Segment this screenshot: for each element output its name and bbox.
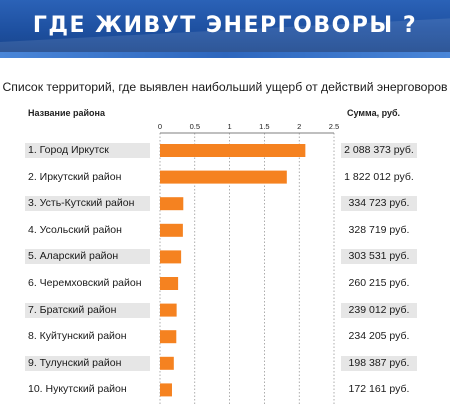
bar [160, 223, 183, 237]
damage-sum: 260 215 руб. [348, 277, 410, 289]
region-label: 4. Усольский район [28, 223, 122, 236]
damage-sum: 334 723 руб. [341, 196, 417, 212]
region-label: 2. Иркутский район [28, 170, 122, 183]
damage-sum: 328 719 руб. [348, 223, 410, 236]
x-tick-label: 1.5 [259, 122, 269, 131]
bar [160, 144, 306, 157]
sum-column-header: Сумма, руб. [347, 108, 401, 118]
bar [160, 277, 179, 290]
region-label: 7. Братский район [25, 302, 150, 318]
x-tick-label: 1 [228, 122, 232, 131]
x-tick-label: 2 [297, 122, 301, 131]
bar [160, 356, 174, 370]
region-label: 3. Усть-Кутский район [25, 196, 150, 212]
region-column-header: Название района [28, 108, 105, 118]
region-label: 8. Куйтунский район [28, 330, 127, 343]
bar [160, 303, 177, 317]
page-title: ГДЕ ЖИВУТ ЭНЕРГОВОРЫ ? [32, 13, 418, 38]
bar [160, 250, 182, 264]
chart-subtitle: Список территорий, где выявлен наибольши… [2, 80, 448, 94]
damage-sum: 1 822 012 руб. [344, 170, 414, 183]
region-label: 10. Нукутский район [28, 383, 127, 396]
bar [160, 170, 287, 184]
damage-sum: 2 088 373 руб. [341, 143, 417, 158]
damage-sum: 303 531 руб. [341, 249, 417, 265]
damage-sum: 239 012 руб. [341, 302, 417, 318]
region-label: 6. Черемховский район [28, 277, 142, 289]
x-tick-label: 0.5 [190, 122, 200, 131]
x-tick-label: 2.5 [329, 122, 339, 131]
bar [160, 197, 184, 211]
damage-sum: 198 387 руб. [341, 355, 417, 371]
region-label: 9. Тулунский район [25, 355, 150, 371]
damage-sum: 234 205 руб. [348, 330, 410, 343]
title-banner: ГДЕ ЖИВУТ ЭНЕРГОВОРЫ ? [0, 0, 450, 58]
bar [160, 330, 177, 344]
damage-sum: 172 161 руб. [348, 383, 410, 396]
x-tick-label: 0 [158, 122, 162, 131]
region-label: 1. Город Иркутск [25, 143, 150, 158]
bar [160, 383, 172, 397]
region-label: 5. Аларский район [25, 249, 150, 265]
